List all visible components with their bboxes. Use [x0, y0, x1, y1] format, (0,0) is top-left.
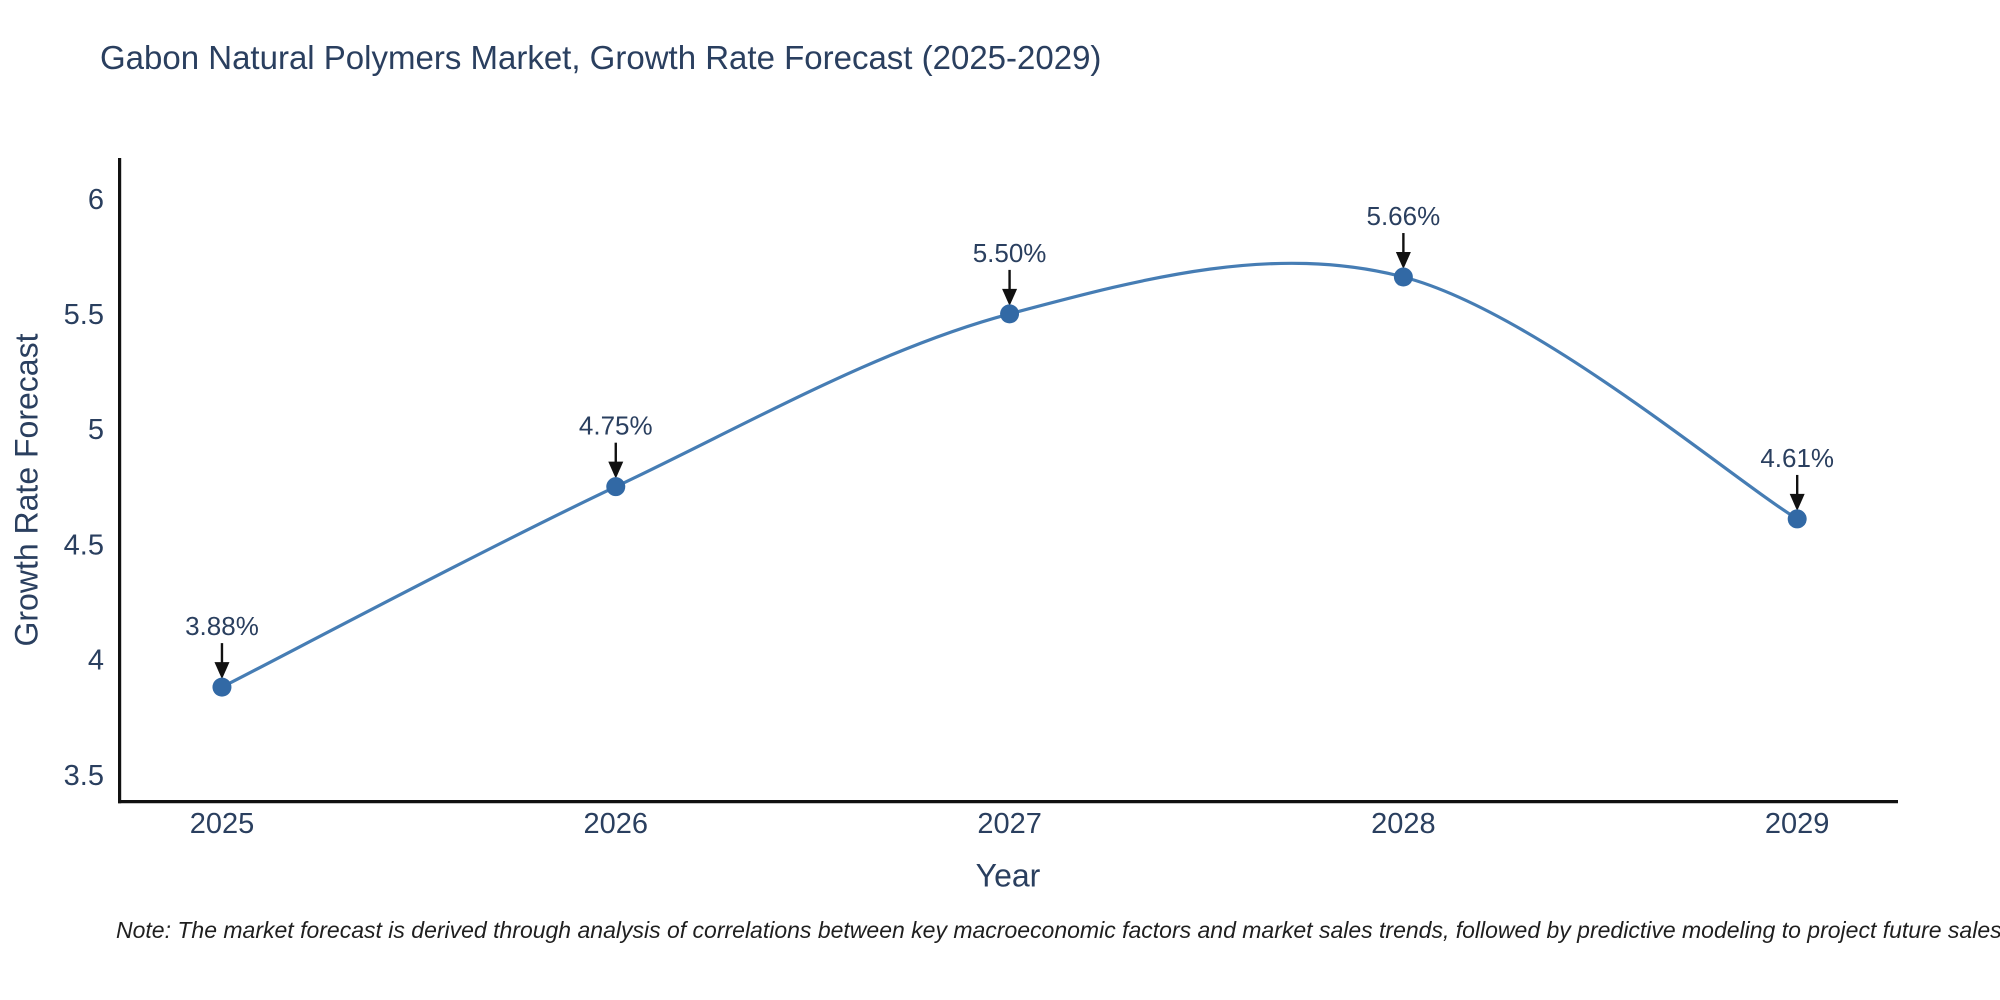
data-point-marker[interactable] — [212, 677, 232, 697]
y-tick-label: 3.5 — [64, 760, 104, 792]
y-tick-label: 5 — [88, 414, 104, 446]
y-tick-label: 4.5 — [64, 529, 104, 561]
annotation-arrowhead — [214, 662, 230, 680]
annotation-arrowhead — [1395, 252, 1411, 270]
x-tick-label: 2028 — [1371, 808, 1436, 840]
data-point-marker[interactable] — [1787, 509, 1807, 529]
x-tick-label: 2029 — [1765, 808, 1830, 840]
data-point-marker[interactable] — [1000, 304, 1020, 324]
trend-line — [220, 261, 1799, 689]
data-point-marker[interactable] — [606, 477, 626, 497]
annotation-arrowhead — [608, 461, 624, 479]
x-tick-label: 2026 — [584, 808, 649, 840]
data-point-marker[interactable] — [1393, 267, 1413, 287]
y-tick-label: 4 — [88, 645, 104, 677]
annotation-label: 3.88% — [185, 611, 259, 641]
chart-title: Gabon Natural Polymers Market, Growth Ra… — [100, 39, 1102, 76]
x-tick-label: 2027 — [977, 808, 1042, 840]
x-tick-label: 2025 — [190, 808, 255, 840]
annotation-arrowhead — [1789, 493, 1805, 511]
annotation-arrowhead — [1002, 288, 1018, 306]
x-axis-title: Year — [975, 857, 1041, 894]
footnote: Note: The market forecast is derived thr… — [116, 917, 2000, 943]
annotation-label: 4.75% — [579, 411, 653, 441]
y-tick-label: 5.5 — [64, 299, 104, 331]
y-tick-label: 6 — [88, 184, 104, 216]
annotation-label: 5.66% — [1367, 201, 1441, 231]
y-axis-title: Growth Rate Forecast — [8, 333, 45, 647]
annotation-label: 5.50% — [973, 238, 1047, 268]
annotation-label: 4.61% — [1760, 443, 1834, 473]
